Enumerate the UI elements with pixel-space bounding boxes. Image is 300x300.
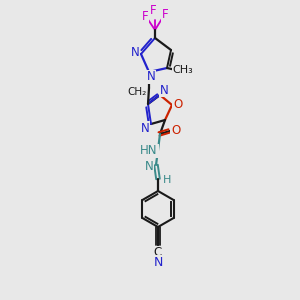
Text: N: N bbox=[153, 256, 163, 268]
Text: C: C bbox=[154, 247, 162, 260]
Text: CH₂: CH₂ bbox=[128, 87, 147, 97]
Text: N: N bbox=[130, 46, 140, 59]
Text: O: O bbox=[173, 98, 183, 110]
Text: F: F bbox=[150, 4, 156, 16]
Text: O: O bbox=[171, 124, 181, 137]
Text: HN: HN bbox=[140, 145, 158, 158]
Text: F: F bbox=[162, 8, 168, 22]
Text: N: N bbox=[147, 70, 155, 83]
Text: N: N bbox=[141, 122, 149, 134]
Text: F: F bbox=[142, 10, 148, 22]
Text: CH₃: CH₃ bbox=[172, 65, 194, 75]
Text: H: H bbox=[163, 175, 171, 185]
Text: N: N bbox=[160, 83, 168, 97]
Text: N: N bbox=[145, 160, 153, 172]
